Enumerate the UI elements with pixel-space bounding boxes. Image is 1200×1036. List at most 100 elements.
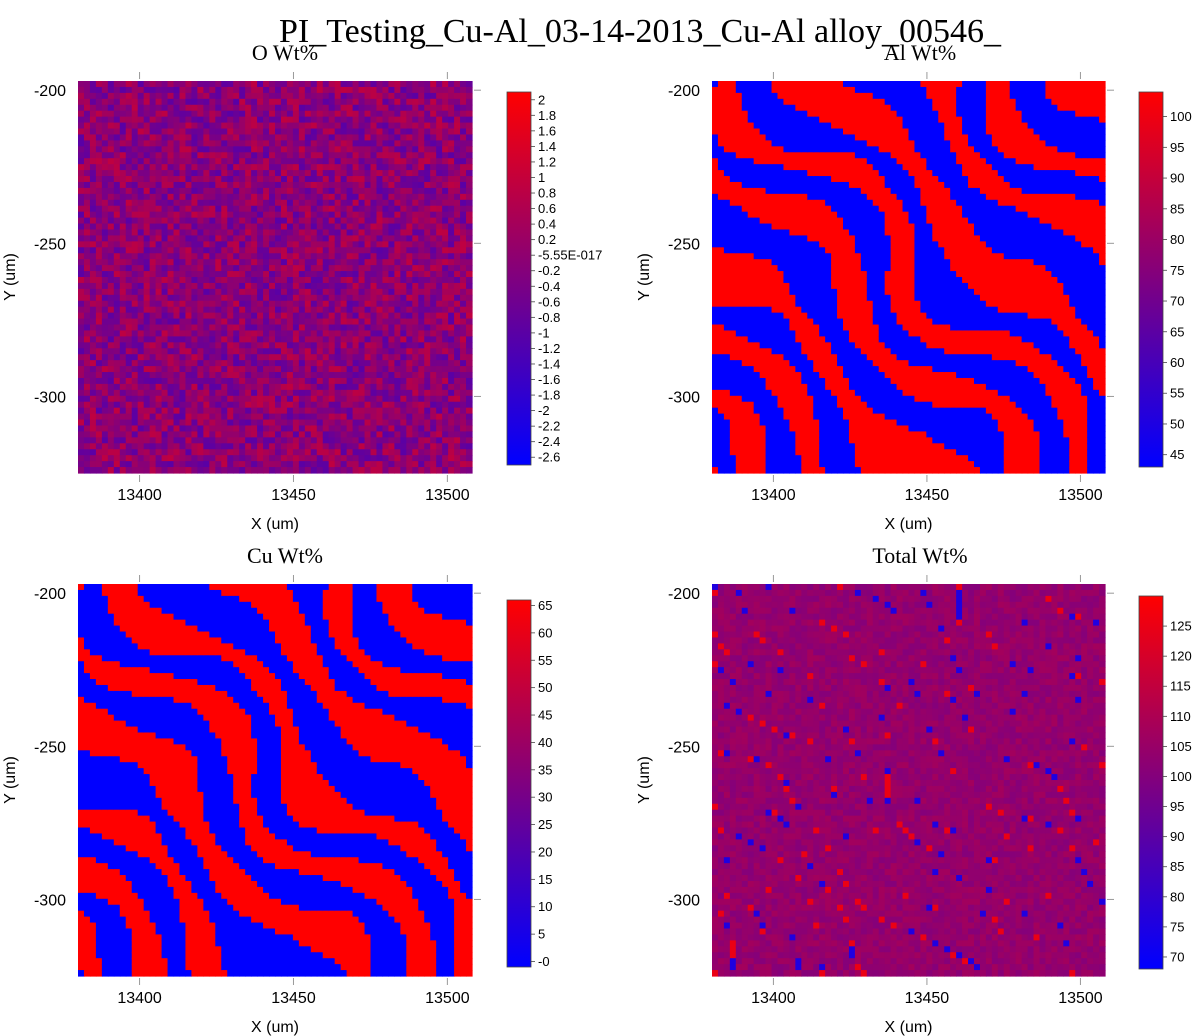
heatmap-cell (83, 187, 91, 195)
heatmap-cell (215, 146, 222, 153)
colorbar-tick-label: -0.4 (538, 279, 560, 294)
heatmap-cell (370, 140, 378, 147)
heatmap-cell (119, 128, 127, 136)
heatmap-cell (358, 401, 366, 409)
heatmap-cell (741, 211, 749, 219)
heatmap-cell (78, 271, 85, 278)
heatmap-cell (209, 122, 216, 130)
heatmap-cell (83, 395, 91, 403)
heatmap-cell (735, 467, 743, 474)
heatmap-cell (209, 449, 216, 456)
heatmap-cell (89, 253, 97, 260)
heatmap-cell (418, 330, 425, 337)
heatmap-cell (233, 199, 240, 207)
heatmap-cell (125, 366, 133, 373)
heatmap-cell (179, 324, 187, 332)
heatmap-cell (83, 229, 91, 237)
heatmap-cell (346, 294, 354, 302)
heatmap-cell (125, 288, 133, 296)
heatmap-cell (352, 360, 360, 367)
heatmap-cell (358, 437, 366, 444)
heatmap-cell (179, 306, 187, 314)
heatmap-cell (346, 461, 354, 468)
heatmap-cell (388, 211, 395, 219)
heatmap-cell (185, 170, 193, 177)
heatmap-cell (125, 312, 133, 320)
heatmap-cell (197, 146, 204, 153)
heatmap-cell (466, 253, 473, 260)
heatmap-cell (215, 217, 222, 225)
heatmap-cell (322, 176, 330, 183)
heatmap-cell (424, 241, 431, 248)
heatmap-cell (460, 455, 467, 462)
heatmap-cell (334, 92, 342, 100)
heatmap-cell (191, 437, 198, 444)
heatmap-cell (304, 467, 312, 474)
heatmap-cell (406, 348, 413, 355)
heatmap-cell (340, 419, 348, 427)
heatmap-cell (83, 193, 91, 201)
heatmap-cell (173, 277, 181, 284)
heatmap-cell (712, 437, 719, 444)
heatmap-cell (340, 110, 348, 118)
heatmap-cell (107, 211, 115, 219)
heatmap-cell (191, 176, 198, 183)
heatmap-cell (394, 395, 401, 403)
heatmap-cell (753, 193, 761, 201)
heatmap-cell (322, 205, 330, 213)
heatmap-cell (269, 164, 276, 171)
heatmap-cell (286, 241, 294, 248)
heatmap-cell (729, 413, 737, 421)
heatmap-cell (233, 455, 240, 462)
heatmap-cell (735, 449, 743, 456)
heatmap-cell (310, 134, 318, 141)
heatmap-cell (717, 318, 725, 326)
heatmap-cell (179, 146, 187, 153)
heatmap-cell (717, 282, 725, 290)
heatmap-cell (179, 134, 187, 141)
heatmap-cell (741, 253, 749, 260)
heatmap-cell (454, 181, 461, 189)
heatmap-cell (269, 235, 276, 242)
heatmap-cell (137, 164, 145, 171)
heatmap-cell (352, 377, 360, 385)
heatmap-cell (364, 253, 372, 260)
heatmap-cell (747, 348, 755, 355)
heatmap-cell (346, 449, 354, 456)
heatmap-cell (400, 187, 407, 195)
heatmap-cell (149, 92, 157, 100)
heatmap-cell (275, 92, 282, 100)
heatmap-cell (149, 455, 157, 462)
heatmap-cell (298, 443, 306, 450)
heatmap-cell (83, 235, 91, 242)
heatmap-cell (227, 187, 234, 195)
heatmap-cell (328, 360, 336, 367)
heatmap-cell (179, 235, 187, 242)
heatmap-cell (759, 288, 767, 296)
heatmap-cell (412, 98, 419, 106)
heatmap-cell (143, 348, 151, 355)
heatmap-cell (251, 92, 258, 100)
heatmap-cell (113, 294, 121, 302)
heatmap-cell (251, 223, 258, 231)
heatmap-cell (245, 425, 252, 433)
heatmap-cell (310, 170, 318, 177)
heatmap-cell (328, 247, 336, 254)
heatmap-cell (753, 318, 761, 326)
heatmap-cell (388, 223, 395, 231)
heatmap-cell (712, 312, 719, 320)
heatmap-cell (131, 455, 139, 462)
heatmap-cell (101, 395, 109, 403)
heatmap-cell (101, 241, 109, 248)
heatmap-cell (113, 122, 121, 130)
heatmap-cell (723, 294, 731, 302)
heatmap-cell (358, 413, 366, 421)
heatmap-cell (227, 146, 234, 153)
heatmap-cell (322, 152, 330, 159)
heatmap-cell (370, 431, 378, 438)
heatmap-cell (167, 223, 175, 231)
heatmap-cell (179, 253, 187, 260)
heatmap-cell (78, 306, 85, 314)
heatmap-cell (179, 336, 187, 343)
heatmap-cell (245, 342, 252, 349)
